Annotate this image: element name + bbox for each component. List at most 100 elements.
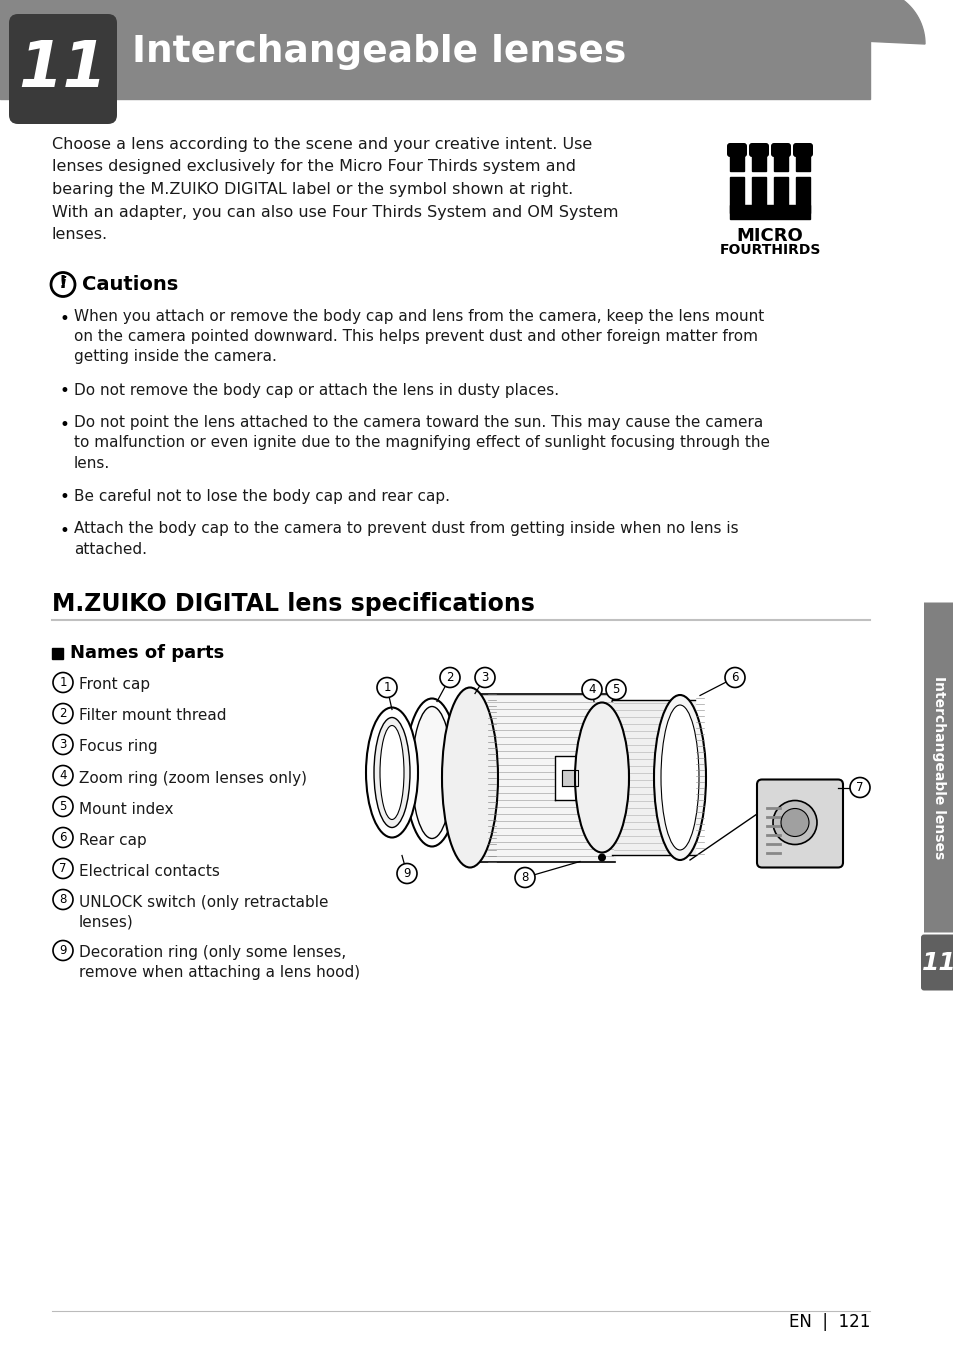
Text: •: • bbox=[60, 415, 70, 433]
Text: attached.: attached. bbox=[74, 541, 147, 556]
Ellipse shape bbox=[412, 707, 452, 839]
Text: 3: 3 bbox=[59, 738, 67, 750]
Text: Filter mount thread: Filter mount thread bbox=[79, 708, 226, 723]
Text: 7: 7 bbox=[856, 782, 862, 794]
Text: 6: 6 bbox=[59, 830, 67, 844]
Ellipse shape bbox=[379, 726, 403, 820]
Circle shape bbox=[724, 668, 744, 688]
Text: EN  |  121: EN | 121 bbox=[788, 1314, 869, 1331]
Text: Interchangeable lenses: Interchangeable lenses bbox=[132, 34, 625, 69]
FancyBboxPatch shape bbox=[792, 142, 812, 157]
Text: MICRO: MICRO bbox=[736, 227, 802, 246]
Polygon shape bbox=[52, 647, 63, 658]
Text: M.ZUIKO DIGITAL lens specifications: M.ZUIKO DIGITAL lens specifications bbox=[52, 593, 535, 616]
Circle shape bbox=[849, 778, 869, 798]
Text: Cautions: Cautions bbox=[82, 275, 178, 294]
Polygon shape bbox=[773, 151, 787, 171]
Text: Rear cap: Rear cap bbox=[79, 832, 147, 848]
Ellipse shape bbox=[654, 695, 705, 860]
FancyBboxPatch shape bbox=[770, 142, 790, 157]
Text: Front cap: Front cap bbox=[79, 677, 150, 692]
Text: 5: 5 bbox=[612, 683, 619, 696]
Polygon shape bbox=[751, 176, 765, 213]
FancyBboxPatch shape bbox=[748, 142, 768, 157]
Text: getting inside the camera.: getting inside the camera. bbox=[74, 350, 276, 365]
Text: 6: 6 bbox=[731, 670, 738, 684]
Ellipse shape bbox=[374, 718, 410, 828]
Text: Electrical contacts: Electrical contacts bbox=[79, 863, 219, 878]
Polygon shape bbox=[0, 0, 924, 43]
Circle shape bbox=[53, 673, 73, 692]
Text: •: • bbox=[60, 309, 70, 327]
Text: Attach the body cap to the camera to prevent dust from getting inside when no le: Attach the body cap to the camera to pre… bbox=[74, 521, 738, 536]
Polygon shape bbox=[729, 151, 743, 171]
Text: Decoration ring (only some lenses,: Decoration ring (only some lenses, bbox=[79, 946, 346, 961]
Text: 9: 9 bbox=[403, 867, 411, 879]
Text: lenses designed exclusively for the Micro Four Thirds system and: lenses designed exclusively for the Micr… bbox=[52, 160, 576, 175]
Polygon shape bbox=[555, 756, 584, 799]
Circle shape bbox=[515, 867, 535, 887]
FancyBboxPatch shape bbox=[9, 14, 117, 123]
Circle shape bbox=[396, 863, 416, 883]
Polygon shape bbox=[729, 205, 809, 218]
Text: 7: 7 bbox=[59, 862, 67, 875]
Circle shape bbox=[772, 801, 816, 844]
Circle shape bbox=[53, 734, 73, 754]
Circle shape bbox=[598, 854, 605, 862]
Polygon shape bbox=[561, 769, 578, 786]
Circle shape bbox=[53, 828, 73, 848]
Text: 11: 11 bbox=[921, 950, 953, 974]
Text: •: • bbox=[60, 489, 70, 506]
Ellipse shape bbox=[366, 707, 417, 837]
Polygon shape bbox=[773, 176, 787, 213]
Text: UNLOCK switch (only retractable: UNLOCK switch (only retractable bbox=[79, 894, 328, 909]
Circle shape bbox=[53, 797, 73, 817]
Circle shape bbox=[53, 859, 73, 878]
Text: lenses.: lenses. bbox=[52, 227, 108, 242]
Text: Names of parts: Names of parts bbox=[70, 645, 224, 662]
FancyBboxPatch shape bbox=[726, 142, 746, 157]
Polygon shape bbox=[795, 151, 809, 171]
Circle shape bbox=[605, 680, 625, 699]
Text: remove when attaching a lens hood): remove when attaching a lens hood) bbox=[79, 965, 359, 981]
Circle shape bbox=[781, 809, 808, 836]
Polygon shape bbox=[729, 176, 743, 213]
Ellipse shape bbox=[441, 688, 497, 867]
Text: 2: 2 bbox=[446, 670, 454, 684]
Circle shape bbox=[53, 940, 73, 961]
Circle shape bbox=[53, 889, 73, 909]
Text: 3: 3 bbox=[481, 670, 488, 684]
Text: Be careful not to lose the body cap and rear cap.: Be careful not to lose the body cap and … bbox=[74, 489, 450, 503]
Text: bearing the M.ZUIKO DIGITAL label or the symbol shown at right.: bearing the M.ZUIKO DIGITAL label or the… bbox=[52, 182, 573, 197]
Text: 4: 4 bbox=[588, 683, 595, 696]
Text: 9: 9 bbox=[59, 944, 67, 957]
FancyBboxPatch shape bbox=[923, 603, 953, 932]
Circle shape bbox=[376, 677, 396, 697]
Circle shape bbox=[581, 680, 601, 699]
Circle shape bbox=[53, 703, 73, 723]
Ellipse shape bbox=[575, 703, 628, 852]
Text: Choose a lens according to the scene and your creative intent. Use: Choose a lens according to the scene and… bbox=[52, 137, 592, 152]
Text: With an adapter, you can also use Four Thirds System and OM System: With an adapter, you can also use Four T… bbox=[52, 205, 618, 220]
Text: 4: 4 bbox=[59, 769, 67, 782]
Text: Mount index: Mount index bbox=[79, 802, 173, 817]
Circle shape bbox=[439, 668, 459, 688]
Text: 5: 5 bbox=[59, 801, 67, 813]
Text: FOURTHIRDS: FOURTHIRDS bbox=[719, 243, 820, 256]
Text: !: ! bbox=[59, 274, 67, 293]
Text: When you attach or remove the body cap and lens from the camera, keep the lens m: When you attach or remove the body cap a… bbox=[74, 309, 763, 324]
Text: 2: 2 bbox=[59, 707, 67, 721]
Text: 1: 1 bbox=[383, 681, 391, 693]
Ellipse shape bbox=[660, 706, 699, 849]
Text: •: • bbox=[60, 383, 70, 400]
Ellipse shape bbox=[405, 699, 458, 847]
Text: Do not remove the body cap or attach the lens in dusty places.: Do not remove the body cap or attach the… bbox=[74, 383, 558, 398]
Text: Focus ring: Focus ring bbox=[79, 740, 157, 754]
Polygon shape bbox=[751, 151, 765, 171]
Text: to malfunction or even ignite due to the magnifying effect of sunlight focusing : to malfunction or even ignite due to the… bbox=[74, 436, 769, 451]
Text: 8: 8 bbox=[520, 871, 528, 883]
FancyBboxPatch shape bbox=[757, 779, 842, 867]
Text: 8: 8 bbox=[59, 893, 67, 906]
Text: Interchangeable lenses: Interchangeable lenses bbox=[931, 676, 945, 859]
Text: lenses): lenses) bbox=[79, 915, 133, 930]
